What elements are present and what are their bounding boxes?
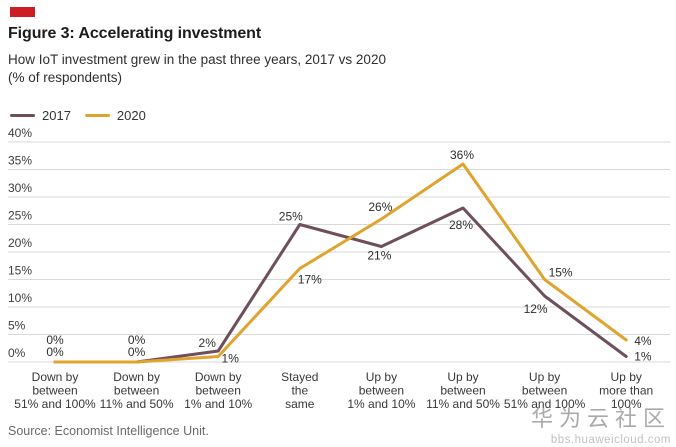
svg-text:51% and 100%: 51% and 100%: [504, 397, 586, 411]
svg-text:30%: 30%: [8, 181, 32, 195]
svg-text:1% and 10%: 1% and 10%: [184, 397, 252, 411]
svg-text:0%: 0%: [46, 333, 64, 347]
source-note: Source: Economist Intelligence Unit.: [8, 424, 209, 438]
svg-text:between: between: [440, 384, 485, 398]
legend-item-2017: 2017: [10, 108, 71, 123]
grid-and-yaxis: 0% 5% 10% 15% 20% 25% 30% 35% 40%: [8, 126, 670, 363]
svg-text:1%: 1%: [634, 350, 652, 364]
svg-text:Up by: Up by: [529, 370, 560, 384]
svg-text:20%: 20%: [8, 236, 32, 250]
svg-text:4%: 4%: [634, 334, 652, 348]
svg-text:between: between: [114, 384, 159, 398]
svg-text:12%: 12%: [524, 302, 548, 316]
figure-subtitle: How IoT investment grew in the past thre…: [8, 51, 386, 86]
svg-text:between: between: [359, 384, 404, 398]
svg-text:5%: 5%: [8, 319, 26, 333]
svg-text:Down by: Down by: [195, 370, 242, 384]
series-labels-2017: 0% 0% 2%25%21%28%12%1%: [46, 210, 652, 364]
legend-label-2020: 2020: [116, 108, 146, 123]
svg-text:25%: 25%: [279, 210, 303, 224]
svg-text:Down by: Down by: [32, 370, 79, 384]
svg-text:15%: 15%: [549, 266, 573, 280]
svg-text:11% and 50%: 11% and 50%: [100, 397, 174, 411]
subtitle-line-2: (% of respondents): [8, 69, 123, 85]
subtitle-line-1: How IoT investment grew in the past thre…: [8, 52, 386, 67]
svg-text:1% and 10%: 1% and 10%: [347, 397, 415, 411]
svg-text:0%: 0%: [128, 345, 146, 359]
svg-text:Up by: Up by: [366, 370, 397, 384]
legend-swatch-2017: [10, 114, 35, 117]
svg-text:10%: 10%: [8, 291, 32, 305]
svg-text:between: between: [32, 384, 77, 398]
legend-swatch-2020: [84, 114, 110, 117]
kicker-bar: [10, 7, 35, 17]
svg-text:1%: 1%: [222, 352, 240, 366]
svg-text:11% and 50%: 11% and 50%: [426, 397, 500, 411]
svg-text:17%: 17%: [298, 273, 322, 287]
svg-text:35%: 35%: [8, 154, 32, 168]
svg-text:25%: 25%: [8, 209, 32, 223]
svg-text:21%: 21%: [367, 249, 391, 263]
svg-text:Down by: Down by: [113, 370, 160, 384]
legend-item-2020: 2020: [84, 108, 146, 123]
svg-text:0%: 0%: [46, 345, 64, 359]
svg-text:the: the: [291, 384, 308, 398]
svg-text:15%: 15%: [8, 264, 32, 278]
svg-text:more than: more than: [599, 384, 653, 398]
svg-text:same: same: [285, 397, 315, 411]
svg-text:26%: 26%: [368, 200, 392, 214]
svg-text:36%: 36%: [450, 148, 474, 162]
svg-text:Up by: Up by: [611, 370, 642, 384]
svg-text:100%: 100%: [611, 397, 642, 411]
svg-text:28%: 28%: [449, 218, 473, 232]
svg-text:between: between: [196, 384, 241, 398]
svg-text:Stayed: Stayed: [281, 370, 318, 384]
svg-text:0%: 0%: [128, 333, 146, 347]
series-labels-2020: 0% 0% 1%17%26%36%15%4%: [46, 148, 652, 366]
svg-text:51% and 100%: 51% and 100%: [14, 397, 96, 411]
svg-text:between: between: [522, 384, 567, 398]
figure-title: Figure 3: Accelerating investment: [8, 25, 262, 42]
svg-text:Up by: Up by: [447, 370, 478, 384]
svg-text:40%: 40%: [8, 126, 32, 140]
svg-text:2%: 2%: [199, 336, 217, 350]
svg-text:0%: 0%: [8, 346, 26, 360]
legend-label-2017: 2017: [42, 108, 71, 123]
chart-legend: 2017 2020: [10, 108, 146, 123]
series-line-2020: [53, 162, 628, 364]
